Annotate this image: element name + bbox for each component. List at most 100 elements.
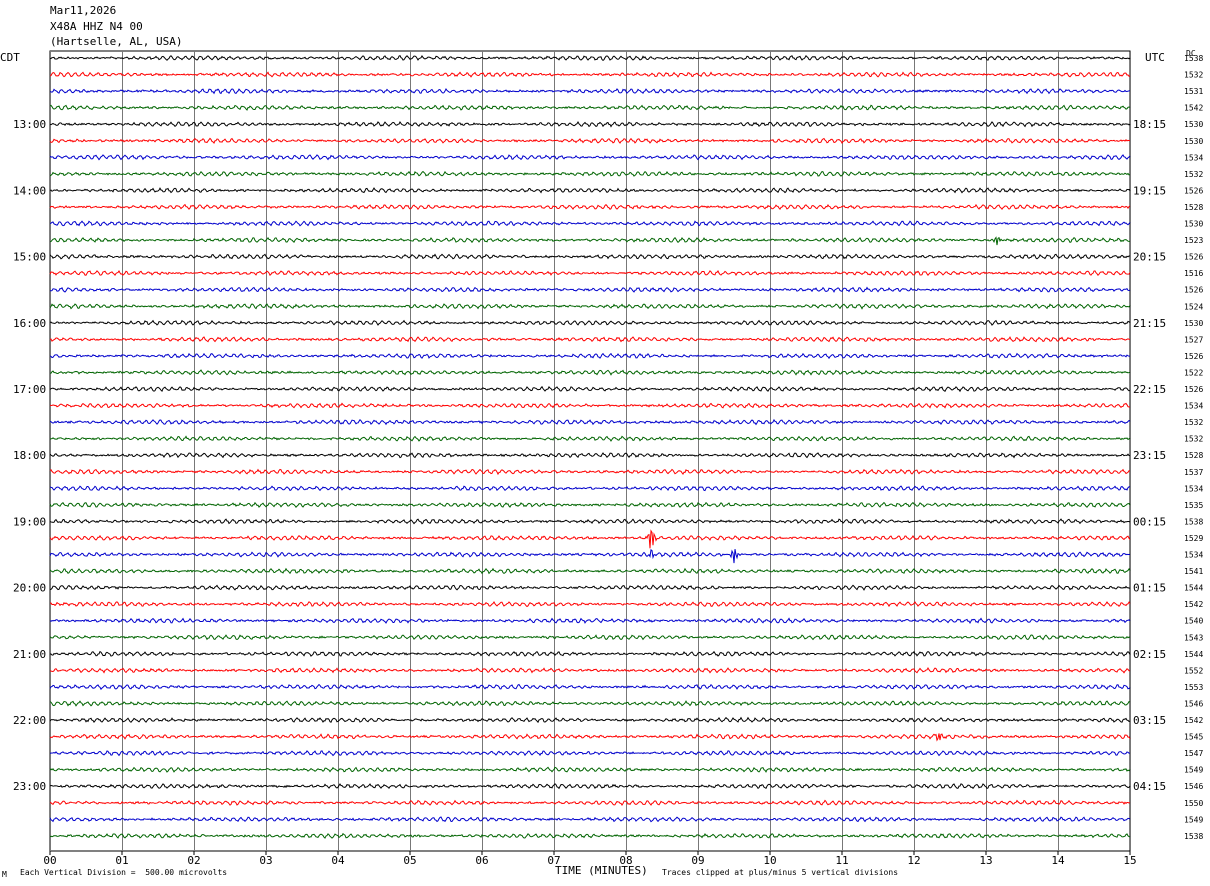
trace-line [49, 352, 1131, 360]
right-hour-label: 19:15 [1133, 184, 1166, 197]
trace-line [49, 203, 1131, 211]
left-hour-label: 14:00 [13, 184, 46, 197]
trace-line [49, 385, 1131, 393]
dc-value: 1534 [1184, 551, 1203, 560]
trace-line [49, 269, 1131, 277]
dc-value: 1526 [1184, 352, 1203, 361]
dc-value: 1550 [1184, 799, 1203, 808]
dc-value: 1532 [1184, 418, 1203, 427]
x-tick-label: 07 [547, 854, 560, 867]
dc-value: 1549 [1184, 766, 1203, 775]
dc-value: 1534 [1184, 402, 1203, 411]
right-hour-label: 20:15 [1133, 251, 1166, 264]
dc-value: 1532 [1184, 435, 1203, 444]
left-timezone-label: CDT [0, 51, 20, 64]
dc-value: 1528 [1184, 451, 1203, 460]
trace-line [49, 154, 1131, 161]
dc-value: 1544 [1184, 584, 1203, 593]
dc-value: 1522 [1184, 368, 1203, 377]
trace-line [49, 501, 1131, 508]
x-tick-label: 12 [907, 854, 920, 867]
dc-value-group: 1538 1532 1531 1542 1530 1530 1534 1532 1526 1528… [1184, 54, 1203, 841]
left-hour-label: 15:00 [13, 251, 46, 264]
station-title: X48A HHZ N4 00 [50, 20, 143, 33]
trace-line [49, 766, 1131, 773]
dc-value: 1542 [1184, 716, 1203, 725]
trace-line [49, 816, 1131, 823]
trace-line [49, 452, 1131, 459]
x-tick-group: 00 01 02 03 04 05 06 07 08 09 10 11 12 13 14 15 [43, 851, 1137, 867]
left-hour-label: 23:00 [13, 780, 46, 793]
dc-header-label: DC [1186, 49, 1196, 58]
dc-value: 1526 [1184, 253, 1203, 262]
trace-line [49, 485, 1131, 492]
trace-line [49, 799, 1131, 806]
trace-line [49, 137, 1131, 144]
clip-note: Traces clipped at plus/minus 5 vertical … [662, 868, 899, 877]
dc-value: 1526 [1184, 186, 1203, 195]
right-hour-label: 02:15 [1133, 648, 1166, 661]
trace-line [49, 220, 1131, 227]
dc-value: 1516 [1184, 269, 1203, 278]
x-tick-label: 01 [115, 854, 128, 867]
right-hour-label: 00:15 [1133, 515, 1166, 528]
dc-value: 1530 [1184, 319, 1203, 328]
dc-value: 1547 [1184, 749, 1203, 758]
right-hour-label: 01:15 [1133, 582, 1166, 595]
x-tick-label: 13 [979, 854, 992, 867]
dc-value: 1531 [1184, 87, 1203, 96]
dc-value: 1544 [1184, 650, 1203, 659]
trace-line [49, 54, 1131, 62]
location-title: (Hartselle, AL, USA) [50, 35, 183, 48]
trace-line [49, 104, 1131, 111]
dc-value: 1532 [1184, 170, 1203, 179]
dc-value: 1528 [1184, 203, 1203, 212]
dc-value: 1538 [1184, 832, 1203, 841]
trace-line [49, 733, 1131, 742]
trace-line [49, 369, 1131, 376]
trace-line [49, 832, 1131, 839]
right-hour-label: 03:15 [1133, 714, 1166, 727]
dc-value: 1529 [1184, 534, 1203, 543]
trace-line [49, 253, 1131, 260]
x-tick-label: 08 [619, 854, 632, 867]
left-hour-label: 13:00 [13, 118, 46, 131]
dc-value: 1527 [1184, 335, 1203, 344]
trace-line [49, 716, 1131, 724]
x-tick-label: 06 [475, 854, 488, 867]
dc-value: 1534 [1184, 153, 1203, 162]
trace-line [49, 529, 1131, 549]
dc-value: 1543 [1184, 633, 1203, 642]
trace-line [49, 700, 1131, 707]
x-tick-label: 14 [1051, 854, 1065, 867]
dc-value: 1526 [1184, 286, 1203, 295]
dc-value: 1535 [1184, 501, 1203, 510]
trace-line [49, 435, 1131, 442]
dc-value: 1537 [1184, 468, 1203, 477]
dc-value: 1552 [1184, 666, 1203, 675]
x-tick-label: 05 [403, 854, 416, 867]
trace-line [49, 71, 1131, 78]
trace-line [49, 584, 1131, 591]
x-tick-label: 10 [763, 854, 776, 867]
left-hour-label: 16:00 [13, 317, 46, 330]
right-hour-label: 18:15 [1133, 118, 1166, 131]
dc-value: 1526 [1184, 385, 1203, 394]
trace-line [49, 567, 1131, 575]
left-hour-label: 18:00 [13, 449, 46, 462]
dc-value: 1538 [1184, 517, 1203, 526]
right-hour-label: 23:15 [1133, 449, 1166, 462]
right-hour-label: 22:15 [1133, 383, 1166, 396]
left-hour-label: 17:00 [13, 383, 46, 396]
trace-line [49, 634, 1131, 641]
left-hour-label: 21:00 [13, 648, 46, 661]
x-axis-label: TIME (MINUTES) [555, 864, 648, 877]
trace-line [49, 666, 1131, 674]
trace-line [49, 120, 1131, 128]
dc-value: 1546 [1184, 699, 1203, 708]
dc-value: 1540 [1184, 617, 1203, 626]
x-tick-label: 09 [691, 854, 704, 867]
trace-line [49, 783, 1131, 790]
trace-line [49, 319, 1131, 326]
trace-line [49, 336, 1131, 343]
